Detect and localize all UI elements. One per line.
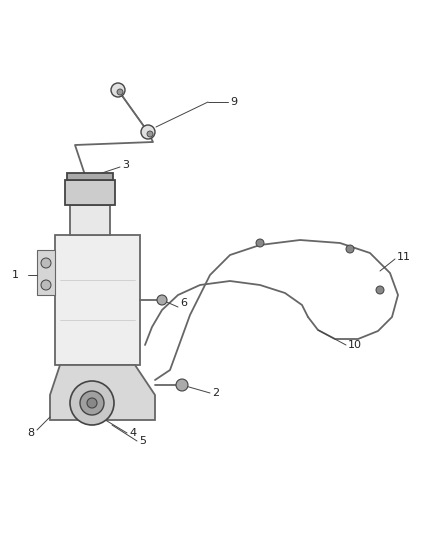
Circle shape [376, 286, 384, 294]
Circle shape [157, 295, 167, 305]
Polygon shape [65, 180, 115, 205]
Circle shape [80, 391, 104, 415]
Circle shape [147, 131, 153, 137]
Polygon shape [37, 250, 55, 295]
Text: 10: 10 [348, 340, 362, 350]
Text: 11: 11 [397, 252, 411, 262]
Text: 3: 3 [122, 160, 129, 170]
Text: 1: 1 [12, 270, 19, 280]
Circle shape [70, 381, 114, 425]
Circle shape [87, 398, 97, 408]
Circle shape [41, 258, 51, 268]
Text: 4: 4 [129, 428, 136, 438]
Polygon shape [55, 235, 140, 365]
Circle shape [256, 239, 264, 247]
Circle shape [41, 280, 51, 290]
Circle shape [141, 125, 155, 139]
Text: 6: 6 [180, 298, 187, 308]
Circle shape [111, 83, 125, 97]
Text: 8: 8 [27, 428, 34, 438]
Text: 9: 9 [230, 97, 237, 107]
Circle shape [117, 89, 123, 95]
Polygon shape [50, 365, 155, 420]
Circle shape [176, 379, 188, 391]
Text: 2: 2 [212, 388, 219, 398]
Polygon shape [67, 173, 113, 180]
Polygon shape [70, 205, 110, 235]
Text: 5: 5 [139, 436, 146, 446]
Circle shape [346, 245, 354, 253]
